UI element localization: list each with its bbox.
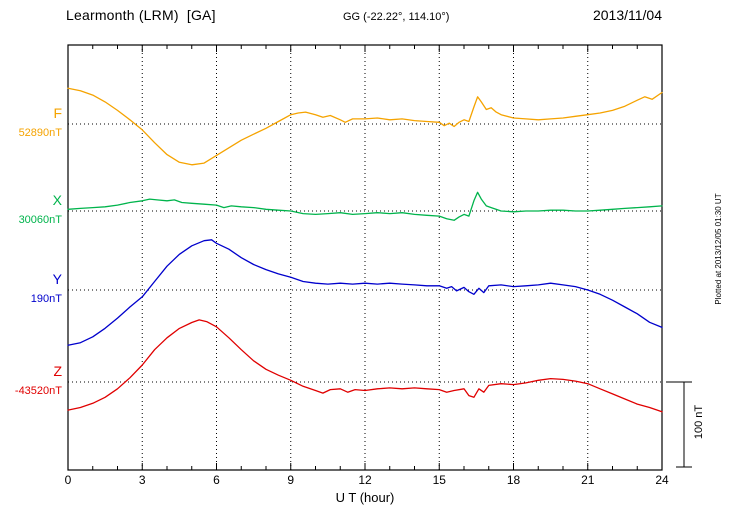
series-baseline-label-Z: -43520nT xyxy=(14,385,62,397)
x-axis-label: U T (hour) xyxy=(335,490,395,505)
series-letter-X: X xyxy=(52,192,62,208)
series-baseline-label-Y: 190nT xyxy=(30,293,62,305)
series-letter-F: F xyxy=(53,105,62,121)
station-title: Learmonth (LRM) [GA] xyxy=(66,7,216,23)
x-tick-label-24: 24 xyxy=(655,473,669,487)
x-tick-label-3: 3 xyxy=(138,473,146,487)
trace-Y xyxy=(67,239,663,346)
scale-bar-label: 100 nT xyxy=(693,404,705,440)
series-baseline-label-X: 30060nT xyxy=(18,214,62,226)
plot-date: 2013/11/04 xyxy=(592,7,662,23)
x-tick-label-21: 21 xyxy=(581,473,595,487)
trace-Z xyxy=(67,319,663,413)
x-tick-label-9: 9 xyxy=(287,473,295,487)
series-letter-Y: Y xyxy=(52,271,62,287)
x-tick-label-0: 0 xyxy=(64,473,72,487)
series-baseline-label-F: 52890nT xyxy=(18,127,62,139)
x-tick-label-18: 18 xyxy=(506,473,521,487)
x-tick-label-15: 15 xyxy=(432,473,446,487)
trace-X xyxy=(67,191,663,221)
x-tick-label-12: 12 xyxy=(358,473,372,487)
x-tick-label-6: 6 xyxy=(213,473,220,487)
trace-F xyxy=(67,87,663,166)
plotted-at-note: Plotted at 2013/12/05 01:30 UT xyxy=(714,193,723,305)
geo-coordinates: GG (-22.22°, 114.10°) xyxy=(343,11,450,23)
plot-frame xyxy=(67,44,663,471)
series-letter-Z: Z xyxy=(53,363,62,379)
